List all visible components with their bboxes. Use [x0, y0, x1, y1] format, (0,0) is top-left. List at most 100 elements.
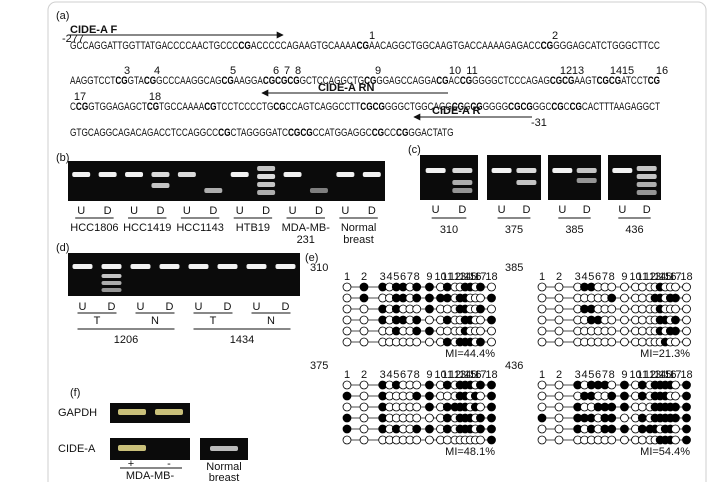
sequence-line: AAGGTCCTCGGTACGGCCCAAGGCAGCGAAGGACGCGCGG…: [70, 75, 660, 87]
cpg-circle: [607, 391, 617, 401]
cpg-circle: [671, 337, 680, 347]
cpg-number: 1: [344, 369, 350, 381]
cpg-number: 6: [400, 271, 406, 283]
cpg-circle: [359, 282, 369, 292]
cpg-number: 12: [449, 271, 461, 283]
cpg-number: 7: [407, 369, 413, 381]
lane-label: D: [166, 301, 174, 313]
gel-band: [516, 180, 537, 185]
cpg-circle: [637, 293, 647, 303]
gel-band: [230, 172, 249, 177]
sample-label: 1206: [114, 334, 138, 346]
cpg-number: 8: [414, 369, 420, 381]
cpg-circle: [476, 391, 485, 401]
cpg-circle: [442, 293, 452, 303]
cpg-circle: [342, 380, 352, 390]
panel-label: (a): [56, 10, 69, 22]
cpg-number: 17: [474, 369, 486, 381]
cpg-circle: [620, 391, 629, 401]
cpg-number: 16: [664, 271, 676, 283]
sample-label: 310: [310, 262, 328, 274]
sample-label: breast: [343, 234, 374, 246]
cpg-circle: [620, 380, 629, 390]
cpg-number: 15: [659, 271, 671, 283]
cpg-circle: [671, 293, 680, 303]
sequence-line: GCCAGGATTGGTTATGACCCCAACTGCCCCGACCCCCAGA…: [70, 40, 660, 52]
cpg-circle: [537, 326, 547, 336]
cpg-circle: [412, 380, 422, 390]
cpg-circle: [620, 413, 629, 423]
cpg-circle: [412, 337, 422, 347]
cpg-number: 10: [629, 369, 641, 381]
cpg-circle: [425, 380, 434, 390]
cpg-circle: [537, 402, 547, 412]
cpg-circle: [682, 391, 691, 401]
cpg-number: 1: [344, 271, 350, 283]
lane-label: D: [315, 205, 323, 217]
sample-label: 231: [141, 481, 159, 482]
cpg-circle: [537, 337, 547, 347]
cpg-number: 9: [375, 65, 381, 77]
lane-label: U: [341, 205, 349, 217]
cpg-circle: [487, 337, 496, 347]
cpg-circle: [671, 413, 680, 423]
gel-band: [283, 172, 302, 177]
cpg-number: 10: [434, 271, 446, 283]
lane-label: U: [130, 205, 138, 217]
cpg-circle: [412, 304, 422, 314]
cpg-circle: [607, 435, 617, 445]
gel-band: [636, 190, 657, 195]
gel: [420, 155, 478, 200]
cpg-circle: [554, 402, 564, 412]
cpg-number: 9: [621, 369, 627, 381]
panel-label: (c): [408, 144, 421, 156]
cpg-circle: [607, 315, 617, 325]
cpg-number: 8: [609, 369, 615, 381]
gel-band: [101, 288, 122, 292]
gel-band: [151, 172, 170, 177]
cpg-circle: [671, 435, 680, 445]
cpg-circle: [442, 380, 452, 390]
cpg-circle: [607, 424, 617, 434]
cpg-circle: [607, 402, 617, 412]
cpg-circle: [682, 282, 691, 292]
cpg-number: 18: [149, 91, 161, 103]
lane-label: D: [156, 205, 164, 217]
lane-label: U: [618, 204, 626, 216]
cpg-number: 3: [124, 65, 130, 77]
cpg-number: 5: [230, 65, 236, 77]
sample-label: 385: [565, 224, 583, 236]
mi-label: MI=44.4%: [445, 348, 495, 360]
cpg-number: 9: [426, 369, 432, 381]
cpg-number: 2: [552, 30, 558, 42]
cpg-circle: [476, 304, 485, 314]
cpg-circle: [554, 304, 564, 314]
cpg-circle: [637, 413, 647, 423]
sequence-line: GTGCAGGCAGACAGACCTCCAGGCCCGCTAGGGGATCCGC…: [70, 127, 454, 139]
lane-label: U: [137, 301, 145, 313]
cpg-circle: [476, 282, 485, 292]
tissue-label: T: [94, 315, 101, 327]
gel-band: [275, 264, 296, 269]
cpg-circle: [425, 391, 434, 401]
gel-band: [155, 409, 183, 415]
cpg-circle: [342, 304, 352, 314]
cpg-number: 15: [464, 369, 476, 381]
lane-label: D: [224, 301, 232, 313]
cpg-number: 14: [654, 369, 666, 381]
cpg-number: 5: [393, 369, 399, 381]
sample-label: Normal: [341, 222, 376, 234]
cpg-circle: [442, 282, 452, 292]
cpg-circle: [671, 380, 680, 390]
sample-label: 231: [297, 234, 315, 246]
sample-label: HCC1806: [70, 222, 118, 234]
cpg-circle: [637, 380, 647, 390]
primer-label: CIDE-A F: [70, 24, 118, 36]
sample-label: 385: [505, 262, 523, 274]
cpg-circle: [620, 326, 629, 336]
cpg-number: 14: [654, 271, 666, 283]
cpg-number: 7: [602, 369, 608, 381]
cpg-circle: [554, 315, 564, 325]
cpg-circle: [682, 435, 691, 445]
cpg-number: 5: [588, 271, 594, 283]
